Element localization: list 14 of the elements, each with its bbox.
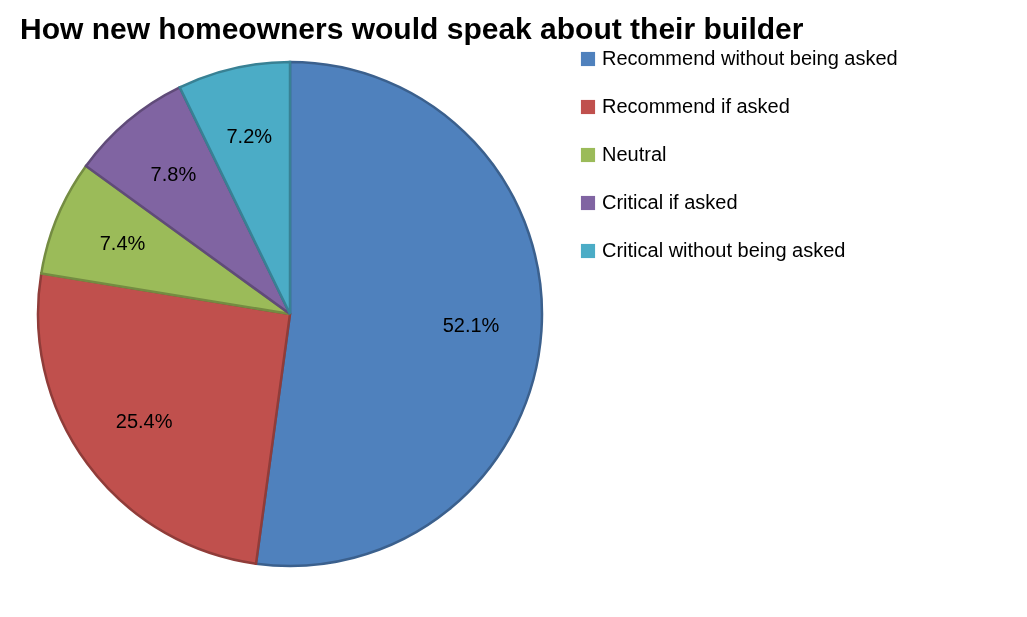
data-label: 7.4% <box>99 232 146 255</box>
legend-label: Recommend without being asked <box>602 47 898 69</box>
pie-slice <box>84 86 292 316</box>
legend-label: Neutral <box>602 143 667 165</box>
data-label: 25.4% <box>115 409 173 432</box>
legend-label: Recommend if asked <box>602 95 790 117</box>
data-label: 7.8% <box>150 163 197 186</box>
data-label: 52.1% <box>442 314 500 337</box>
data-label: 7.2% <box>226 125 273 148</box>
pie-slice <box>36 272 292 565</box>
pie-slice <box>40 164 292 316</box>
legend-label: Critical without being asked <box>602 239 846 261</box>
chart-title: How new homeowners would speak about their builder <box>20 12 804 45</box>
legend-label: Critical if asked <box>602 191 738 213</box>
